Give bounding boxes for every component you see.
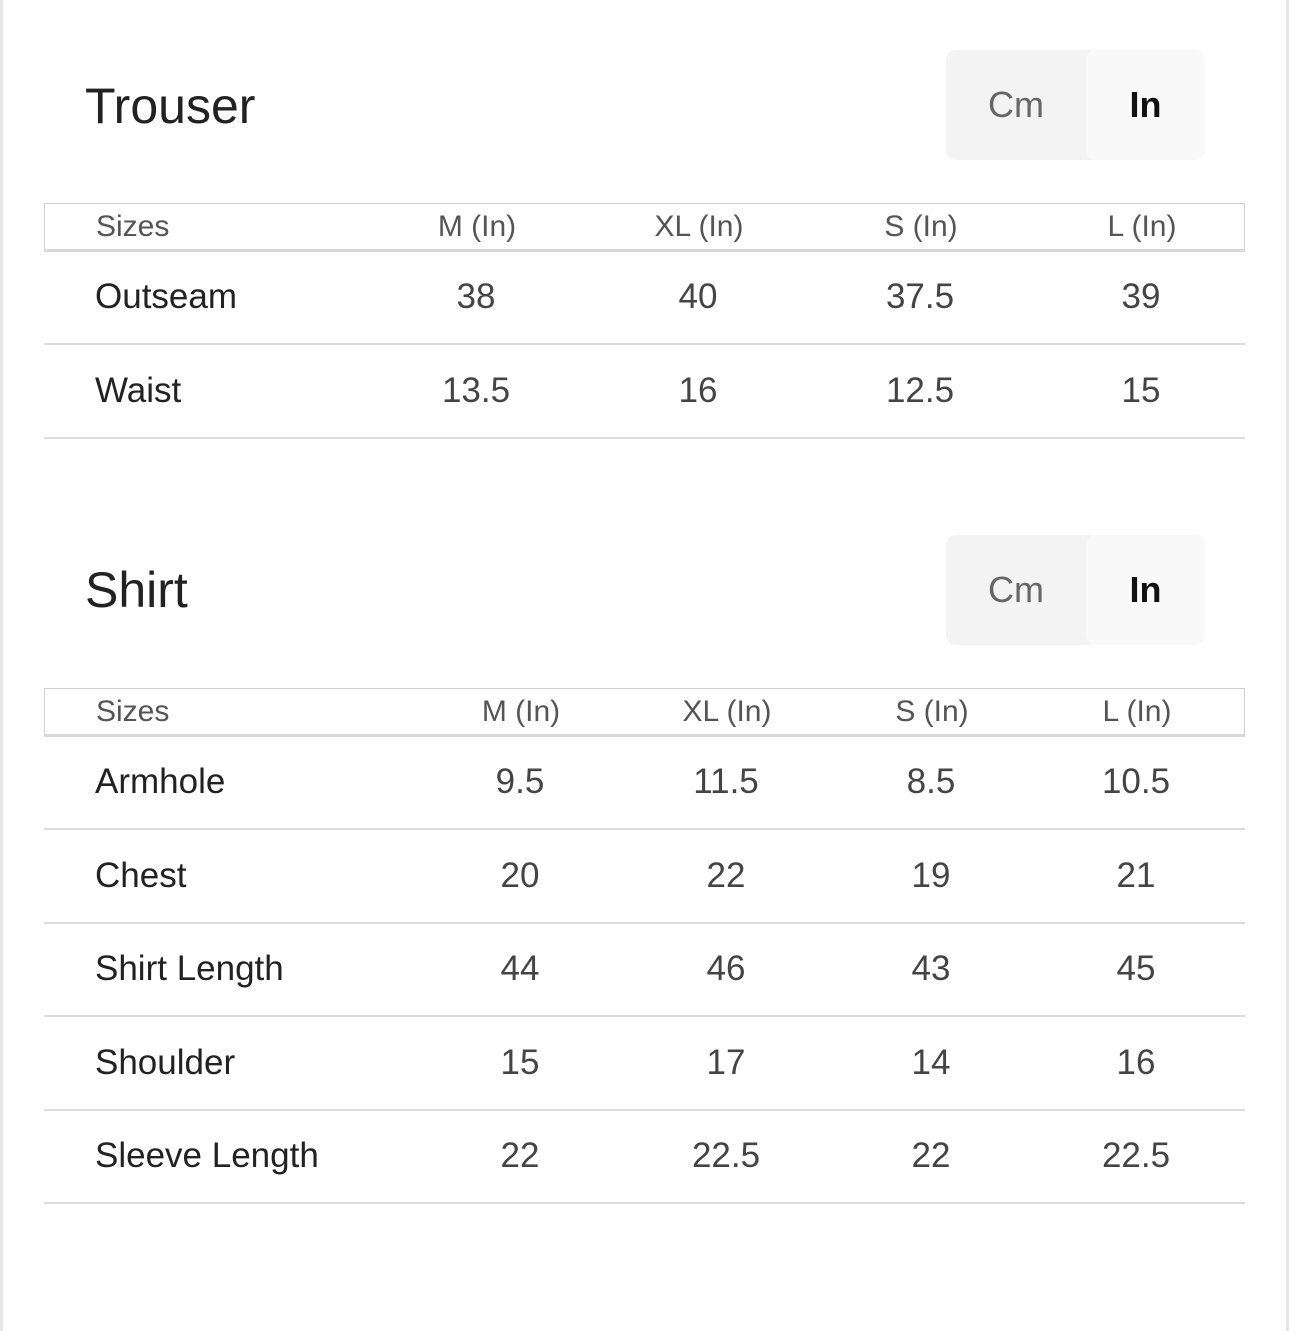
measurement-value: 17 xyxy=(706,1042,746,1082)
page-border-right xyxy=(1286,0,1289,1331)
header-sizes: Sizes xyxy=(96,695,170,728)
table-row: Shoulder 15 17 14 16 xyxy=(44,1016,1245,1111)
measurement-label: Outseam xyxy=(95,277,237,316)
measurement-value: 22.5 xyxy=(1101,1136,1171,1175)
measurement-value: 22 xyxy=(706,855,746,895)
measurement-value: 38 xyxy=(456,277,496,316)
measurement-value: 11.5 xyxy=(693,762,759,801)
unit-in-button[interactable]: In xyxy=(1086,535,1205,645)
header-size-column: XL (In) xyxy=(654,210,744,243)
unit-toggle: Cm In xyxy=(946,50,1205,160)
measurement-value: 46 xyxy=(706,949,746,988)
measurement-value: 19 xyxy=(911,855,951,895)
table-row: Waist 13.5 16 12.5 15 xyxy=(44,344,1245,439)
unit-cm-button[interactable]: Cm xyxy=(988,569,1044,610)
header-size-column: M (In) xyxy=(437,210,517,243)
table-row: Shirt Length 44 46 43 45 xyxy=(44,922,1245,1017)
measurement-label: Waist xyxy=(95,370,182,410)
measurement-label: Shoulder xyxy=(95,1042,236,1082)
measurement-value: 10.5 xyxy=(1101,762,1171,801)
header-size-column: S (In) xyxy=(884,210,958,243)
measurement-value: 37.5 xyxy=(885,277,955,316)
measurement-value: 12.5 xyxy=(885,370,955,410)
measurement-value: 22 xyxy=(911,1136,951,1175)
measurement-value: 22.5 xyxy=(691,1136,761,1175)
measurement-value: 45 xyxy=(1116,949,1156,988)
measurement-value: 39 xyxy=(1121,277,1161,316)
table-row: Armhole 9.5 11.5 8.5 10.5 xyxy=(44,735,1245,830)
header-size-column: L (In) xyxy=(1107,210,1177,243)
measurement-label: Chest xyxy=(95,855,187,895)
table-header: Sizes M (In) XL (In) S (In) L (In) xyxy=(44,203,1245,252)
measurement-value: 22 xyxy=(500,1136,540,1175)
measurement-value: 13.5 xyxy=(441,370,511,410)
header-size-column: XL (In) xyxy=(682,695,772,728)
measurement-label: Sleeve Length xyxy=(95,1136,319,1175)
unit-cm-button[interactable]: Cm xyxy=(988,84,1044,125)
measurement-value: 14 xyxy=(911,1042,951,1082)
unit-in-button[interactable]: In xyxy=(1086,50,1205,160)
measurement-value: 21 xyxy=(1116,855,1156,895)
measurement-value: 16 xyxy=(1116,1042,1156,1082)
measurement-value: 43 xyxy=(911,949,951,988)
measurement-value: 15 xyxy=(500,1042,540,1082)
unit-toggle: Cm In xyxy=(946,535,1205,645)
measurement-value: 16 xyxy=(678,370,718,410)
table-row: Chest 20 22 19 21 xyxy=(44,829,1245,924)
measurement-value: 9.5 xyxy=(495,762,545,801)
measurement-value: 20 xyxy=(500,855,540,895)
section-title: Trouser xyxy=(85,78,256,134)
page-border-left xyxy=(0,0,3,1331)
measurement-value: 15 xyxy=(1121,370,1161,410)
header-size-column: L (In) xyxy=(1102,695,1172,728)
measurement-value: 40 xyxy=(678,277,718,316)
table-row: Outseam 38 40 37.5 39 xyxy=(44,250,1245,345)
measurement-value: 44 xyxy=(500,949,540,988)
header-size-column: S (In) xyxy=(895,695,969,728)
measurement-value: 8.5 xyxy=(906,762,956,801)
header-size-column: M (In) xyxy=(481,695,561,728)
section-title: Shirt xyxy=(85,562,188,618)
header-sizes: Sizes xyxy=(96,210,170,243)
measurement-label: Armhole xyxy=(95,762,226,801)
table-row: Sleeve Length 22 22.5 22 22.5 xyxy=(44,1109,1245,1204)
table-header: Sizes M (In) XL (In) S (In) L (In) xyxy=(44,688,1245,737)
measurement-label: Shirt Length xyxy=(95,949,284,988)
